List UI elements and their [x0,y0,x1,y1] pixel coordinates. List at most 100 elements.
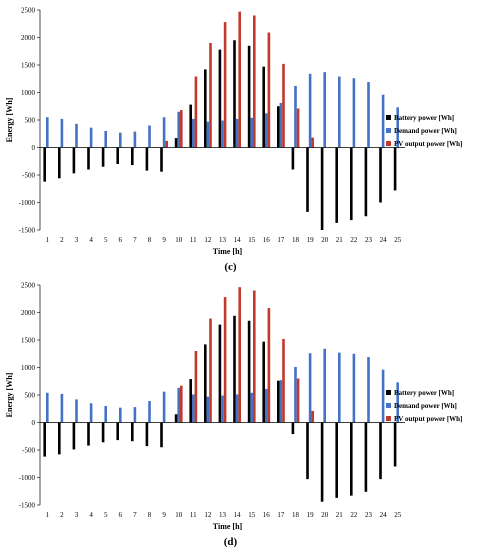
chart-d-ylabel: Energy [Wh] [5,372,14,417]
chart-c-bar-battery [58,147,61,179]
chart-c-bar-demand [148,125,151,148]
chart-c-bar-battery [145,147,149,171]
chart-c-xtick-label: 5 [104,236,108,244]
chart-c-bar-battery [189,104,192,148]
chart-c-bar-pv [282,63,285,148]
chart-c-xtick-label: 25 [394,236,402,244]
chart-d-xtick-label: 19 [307,511,315,519]
chart-d-xtick-label: 5 [104,511,108,519]
chart-d-xtick-label: 6 [119,511,123,519]
chart-c-xtick-label: 4 [89,236,93,244]
chart-d-xtick-label: 15 [248,511,256,519]
chart-c-bar-pv [253,15,256,148]
chart-c-bar-pv [194,76,198,148]
chart-c-bar-demand [192,118,195,148]
chart-d-xtick-label: 9 [162,511,166,519]
chart-d-bar-demand [221,395,224,423]
chart-c-xtick-label: 8 [148,236,152,244]
chart-d-ytick-label: -1000 [19,474,36,482]
chart-d-bar-battery [218,324,222,423]
chart-c-ylabel: Energy [Wh] [5,97,14,142]
chart-c-bar-battery [379,147,382,203]
chart-c-xlabel: Time [h] [213,247,243,256]
chart-d-bar-battery [204,344,207,423]
chart-c-bar-demand [294,85,297,148]
chart-d-bar-pv [296,378,300,423]
chart-c-xtick-label: 2 [60,236,64,244]
chart-d-bar-demand [133,407,137,423]
chart-c-bar-battery [116,147,119,164]
chart-d-xtick-label: 13 [219,511,227,519]
chart-c-ytick-label: 0 [32,144,36,152]
chart-c-ytick-label: 2500 [21,7,36,15]
chart-c-bar-battery [160,147,163,172]
chart-d-bar-battery [306,422,309,480]
chart-c-xtick-label: 24 [380,236,388,244]
chart-d-bar-battery [350,422,353,496]
chart-d-bar-battery [131,422,134,442]
chart-c-bar-demand [206,121,210,148]
chart-d-xtick-label: 10 [175,511,183,519]
chart-c-ytick-label: -500 [22,172,35,180]
chart-c-panel-label: (c) [224,261,237,273]
chart-c-xtick-label: 18 [292,236,300,244]
chart-d-bar-demand [192,394,195,423]
chart-c-bar-pv [165,140,168,148]
chart-d-xtick-label: 11 [190,511,197,519]
chart-d-xtick-label: 16 [263,511,271,519]
chart-d-xtick-label: 12 [204,511,212,519]
chart-c-bar-pv [238,11,241,148]
chart-c-xtick-label: 23 [365,236,373,244]
chart-d-bar-pv [253,290,256,423]
chart-d-bar-battery [320,422,324,502]
chart-d-bar-battery [189,379,192,423]
chart-d-panel-label: (d) [224,536,238,548]
chart-d-ytick-label: 2000 [21,309,36,317]
chart-c-xtick-label: 10 [175,236,183,244]
chart-c-bar-battery [320,147,324,230]
chart-d-xlabel: Time [h] [213,522,243,531]
chart-d-xtick-label: 21 [336,511,344,519]
chart-d-legend-label: PV output power [Wh] [394,415,462,423]
chart-d-legend-label: Battery power [Wh] [394,389,454,397]
chart-c-bar-pv [267,32,271,148]
chart-c-bar-demand [119,132,122,148]
chart-c-xtick-label: 14 [234,236,242,244]
chart-d-bar-pv [180,385,183,423]
chart-c-xtick-label: 22 [350,236,358,244]
chart-d-bar-battery [43,422,46,457]
chart-d-xtick-label: 18 [292,511,300,519]
chart-c-bar-battery [393,147,397,191]
chart-d-legend-swatch [386,416,391,421]
chart-d-bar-demand [60,393,64,423]
chart-c-bar-demand [323,72,326,148]
chart-c-bar-demand [104,131,107,148]
chart-c-xtick-label: 1 [46,236,50,244]
chart-d-xtick-label: 1 [46,511,50,519]
chart-d-xtick-label: 20 [321,511,329,519]
chart-c-bar-battery [131,147,134,166]
chart-d-bar-battery [174,414,178,423]
chart-c-ytick-label: 2000 [21,34,36,42]
chart-d-bar-battery [277,380,280,423]
chart-c-bar-demand [75,123,78,148]
chart-c-xtick-label: 6 [119,236,123,244]
chart-d-bar-pv [209,318,212,423]
chart-c-xtick-label: 21 [336,236,344,244]
chart-d-bar-demand [75,399,78,423]
chart-d-bar-demand [162,391,166,423]
chart-d-ytick-label: -500 [22,447,35,455]
chart-c-bar-battery [291,147,295,170]
chart-c-ytick-label: 500 [25,117,36,125]
chart-c-xtick-label: 7 [133,236,137,244]
chart-c-bar-battery [218,49,222,148]
chart-d-bar-demand [235,394,239,423]
chart-c-bar-demand [308,73,312,148]
chart-d-bar-pv [311,410,314,423]
chart-c-xtick-label: 15 [248,236,256,244]
chart-d-ytick-label: 0 [32,419,36,427]
chart-c-bar-battery [101,147,105,167]
chart-d-xtick-label: 14 [234,511,242,519]
